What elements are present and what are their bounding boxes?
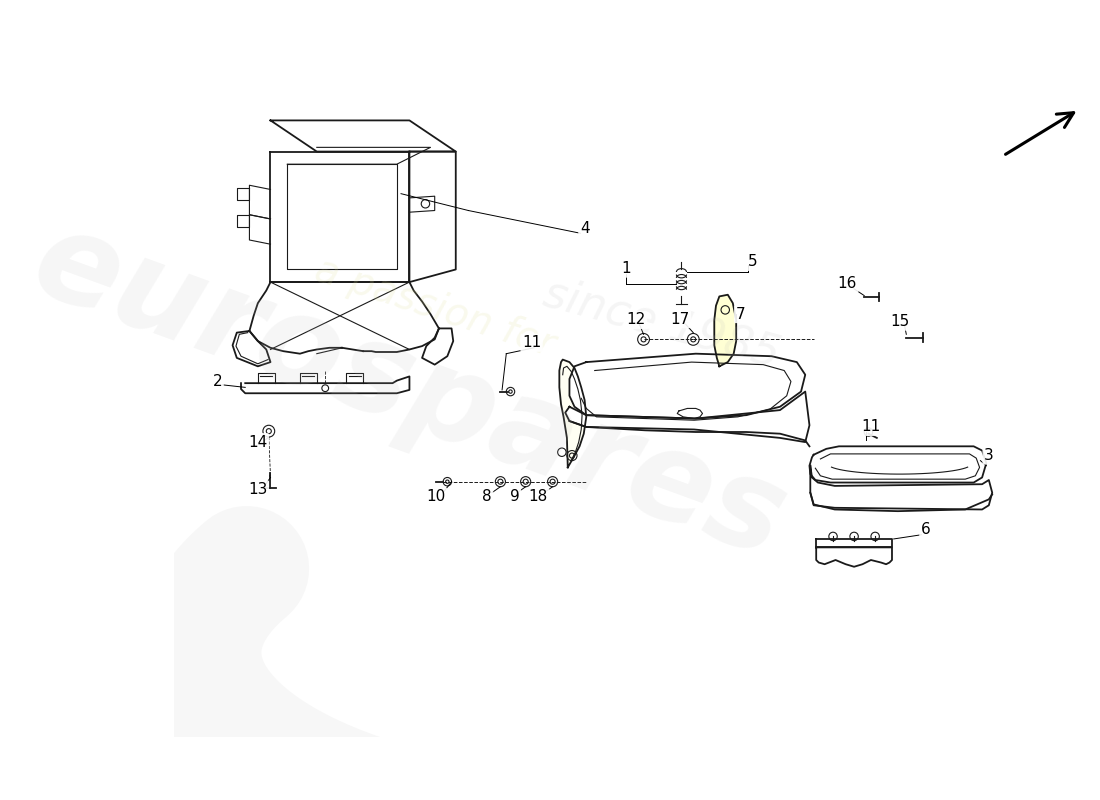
Text: 5: 5 (748, 254, 758, 270)
Text: 11: 11 (521, 335, 541, 350)
Text: 12: 12 (626, 313, 646, 327)
Polygon shape (816, 547, 892, 566)
Text: 9: 9 (509, 490, 519, 504)
Text: 6: 6 (921, 522, 931, 537)
Polygon shape (570, 354, 805, 418)
Text: 17: 17 (670, 312, 690, 326)
Text: 15: 15 (891, 314, 910, 329)
Text: 14: 14 (249, 434, 267, 450)
Text: 2: 2 (212, 374, 222, 389)
Text: 4: 4 (580, 221, 590, 236)
Text: 18: 18 (529, 490, 548, 504)
Text: 7: 7 (736, 306, 745, 322)
Text: 16: 16 (838, 276, 857, 291)
Text: since 1985: since 1985 (539, 272, 785, 377)
Text: 3: 3 (984, 448, 993, 463)
Text: 13: 13 (249, 482, 267, 497)
Text: 8: 8 (482, 490, 492, 504)
Text: a passion for: a passion for (310, 250, 560, 364)
Text: 11: 11 (861, 419, 881, 434)
Text: eurospares: eurospares (18, 199, 802, 583)
Text: 10: 10 (427, 490, 446, 504)
Polygon shape (559, 359, 586, 467)
Polygon shape (714, 294, 736, 366)
Text: 1: 1 (621, 261, 630, 276)
Polygon shape (810, 446, 987, 482)
Polygon shape (565, 391, 810, 442)
Polygon shape (811, 466, 992, 510)
